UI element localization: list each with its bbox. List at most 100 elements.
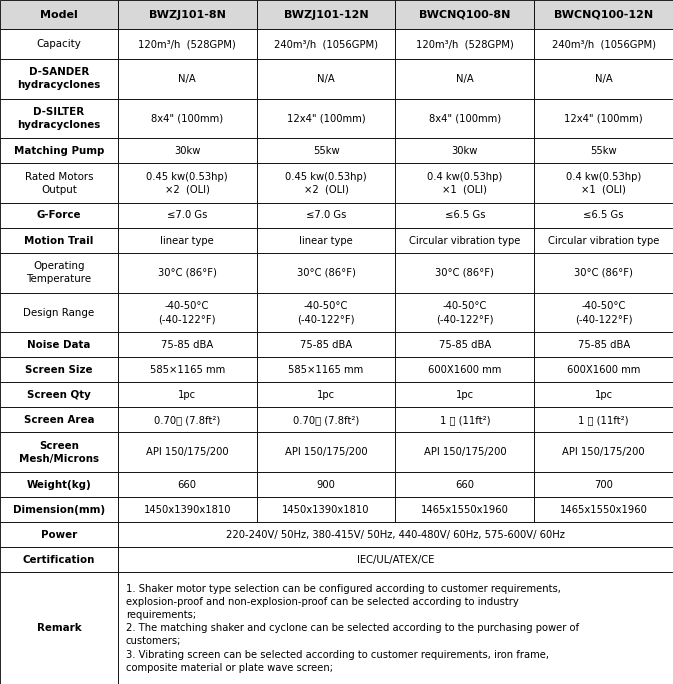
Bar (0, 163, 118, 203)
Bar (534, 497, 673, 522)
Text: 75-85 dBA: 75-85 dBA (439, 340, 491, 350)
Bar (118, 358, 256, 382)
Bar (534, 253, 673, 293)
Bar (534, 0, 673, 29)
Text: ≤6.5 Gs: ≤6.5 Gs (583, 211, 624, 220)
Bar (256, 408, 396, 432)
Text: 1465x1550x1960: 1465x1550x1960 (421, 505, 509, 514)
Bar (256, 163, 396, 203)
Bar (118, 497, 256, 522)
Text: Operating
Temperature: Operating Temperature (26, 261, 92, 285)
Text: IEC/UL/ATEX/CE: IEC/UL/ATEX/CE (357, 555, 434, 565)
Bar (118, 203, 256, 228)
Text: Screen Qty: Screen Qty (27, 390, 91, 400)
Bar (0, 0, 118, 29)
Text: Matching Pump: Matching Pump (13, 146, 104, 156)
Bar (118, 408, 256, 432)
Text: Power: Power (41, 529, 77, 540)
Bar (118, 293, 256, 332)
Bar (118, 228, 256, 253)
Text: 75-85 dBA: 75-85 dBA (577, 340, 630, 350)
Text: 1 ㎡ (11ft²): 1 ㎡ (11ft²) (579, 415, 629, 425)
Text: 1 ㎡ (11ft²): 1 ㎡ (11ft²) (439, 415, 490, 425)
Text: -40-50°C
(-40-122°F): -40-50°C (-40-122°F) (575, 301, 633, 324)
Bar (256, 432, 396, 472)
Bar (534, 332, 673, 358)
Text: BWCNQ100-8N: BWCNQ100-8N (419, 10, 511, 20)
Text: N/A: N/A (456, 74, 474, 83)
Text: Circular vibration type: Circular vibration type (409, 235, 520, 246)
Bar (0, 573, 118, 684)
Bar (534, 382, 673, 408)
Text: 660: 660 (456, 479, 474, 490)
Text: 240m³/h  (1056GPM): 240m³/h (1056GPM) (274, 39, 378, 49)
Bar (256, 228, 396, 253)
Bar (534, 138, 673, 163)
Text: 75-85 dBA: 75-85 dBA (300, 340, 352, 350)
Bar (118, 0, 256, 29)
Bar (534, 432, 673, 472)
Bar (256, 98, 396, 138)
Bar (396, 382, 534, 408)
Bar (396, 228, 534, 253)
Bar (256, 203, 396, 228)
Text: Motion Trail: Motion Trail (24, 235, 94, 246)
Bar (118, 522, 673, 547)
Text: 75-85 dBA: 75-85 dBA (161, 340, 213, 350)
Bar (534, 358, 673, 382)
Bar (0, 547, 118, 573)
Text: N/A: N/A (178, 74, 196, 83)
Bar (534, 228, 673, 253)
Text: 700: 700 (594, 479, 613, 490)
Bar (396, 163, 534, 203)
Text: 1450x1390x1810: 1450x1390x1810 (282, 505, 369, 514)
Bar (256, 29, 396, 59)
Text: 0.4 kw(0.53hp)
×1  (OLI): 0.4 kw(0.53hp) ×1 (OLI) (566, 172, 641, 195)
Text: API 150/175/200: API 150/175/200 (563, 447, 645, 458)
Bar (0, 472, 118, 497)
Bar (0, 29, 118, 59)
Bar (256, 0, 396, 29)
Bar (118, 332, 256, 358)
Bar (0, 253, 118, 293)
Text: 55kw: 55kw (590, 146, 617, 156)
Text: 585×1165 mm: 585×1165 mm (149, 365, 225, 375)
Bar (0, 358, 118, 382)
Text: -40-50°C
(-40-122°F): -40-50°C (-40-122°F) (436, 301, 493, 324)
Text: 660: 660 (178, 479, 197, 490)
Text: Design Range: Design Range (24, 308, 94, 317)
Text: 55kw: 55kw (313, 146, 339, 156)
Text: Model: Model (40, 10, 78, 20)
Bar (0, 293, 118, 332)
Bar (0, 522, 118, 547)
Bar (256, 358, 396, 382)
Bar (0, 408, 118, 432)
Bar (256, 138, 396, 163)
Text: Rated Motors
Output: Rated Motors Output (25, 172, 93, 195)
Text: D-SILTER
hydracyclones: D-SILTER hydracyclones (17, 107, 100, 130)
Text: Weight(kg): Weight(kg) (26, 479, 92, 490)
Bar (0, 497, 118, 522)
Text: ≤7.0 Gs: ≤7.0 Gs (306, 211, 346, 220)
Bar (396, 98, 534, 138)
Text: 120m³/h  (528GPM): 120m³/h (528GPM) (139, 39, 236, 49)
Bar (118, 163, 256, 203)
Bar (534, 472, 673, 497)
Text: 30°C (86°F): 30°C (86°F) (297, 268, 355, 278)
Text: 120m³/h  (528GPM): 120m³/h (528GPM) (416, 39, 513, 49)
Bar (0, 59, 118, 98)
Text: 30°C (86°F): 30°C (86°F) (435, 268, 494, 278)
Bar (534, 163, 673, 203)
Text: 1pc: 1pc (456, 390, 474, 400)
Text: Screen Area: Screen Area (24, 415, 94, 425)
Bar (534, 98, 673, 138)
Text: 0.45 kw(0.53hp)
×2  (OLI): 0.45 kw(0.53hp) ×2 (OLI) (285, 172, 367, 195)
Text: 585×1165 mm: 585×1165 mm (289, 365, 363, 375)
Text: 30kw: 30kw (174, 146, 201, 156)
Text: N/A: N/A (317, 74, 335, 83)
Text: ≤6.5 Gs: ≤6.5 Gs (445, 211, 485, 220)
Text: 0.4 kw(0.53hp)
×1  (OLI): 0.4 kw(0.53hp) ×1 (OLI) (427, 172, 503, 195)
Bar (534, 203, 673, 228)
Text: 8x4" (100mm): 8x4" (100mm) (151, 114, 223, 123)
Text: 30°C (86°F): 30°C (86°F) (157, 268, 217, 278)
